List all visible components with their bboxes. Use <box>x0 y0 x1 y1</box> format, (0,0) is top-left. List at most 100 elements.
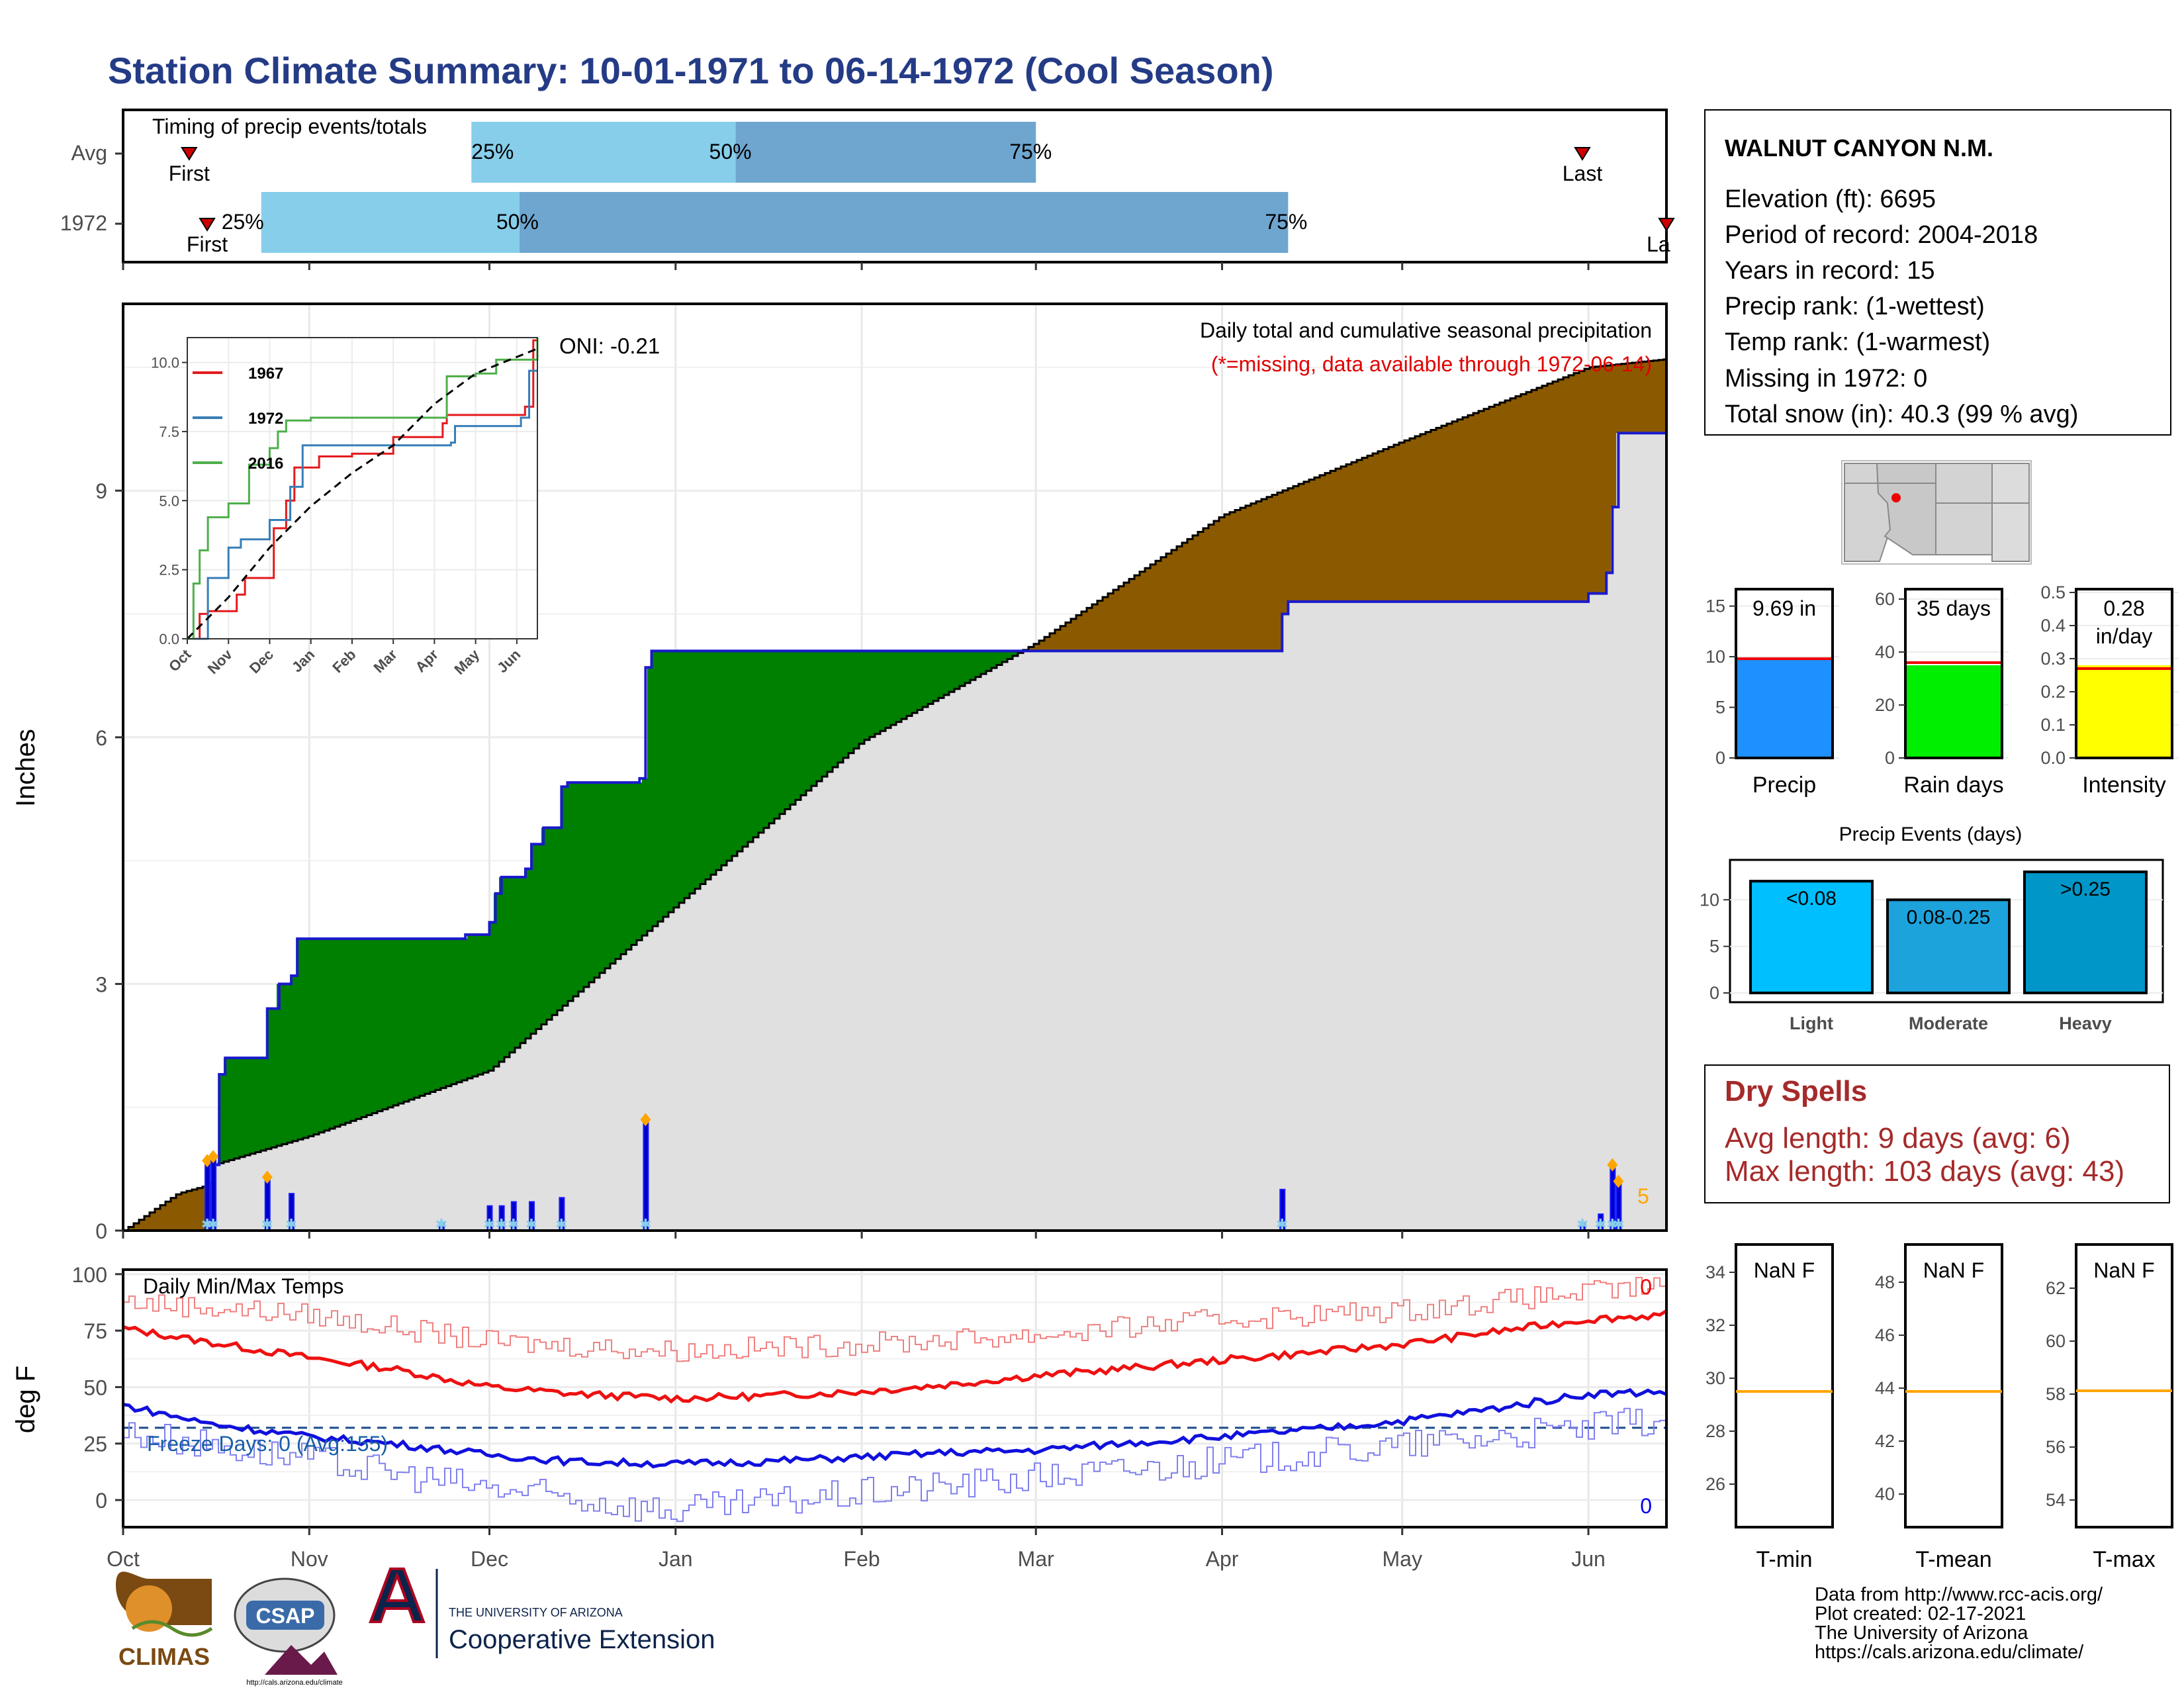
above-average-area <box>245 1058 251 1156</box>
below-average-area <box>1230 512 1236 651</box>
below-average-area <box>1288 488 1294 602</box>
below-average-area <box>1156 561 1161 651</box>
inset-frame <box>187 337 538 639</box>
below-average-area <box>1214 521 1220 651</box>
below-average-area <box>1373 453 1379 602</box>
csap-logo-url: http://cals.arizona.edu/climate <box>246 1679 343 1687</box>
gauge-value: 9.69 in <box>1752 596 1816 620</box>
snow-marker: ✱ <box>1606 1216 1618 1233</box>
last-event-label: Last <box>1563 162 1603 185</box>
below-average-area <box>1251 503 1257 651</box>
above-average-area <box>330 939 336 1129</box>
above-average-area <box>563 786 569 1006</box>
month-tick-label: Jun <box>1571 1547 1606 1571</box>
below-average-area <box>1081 611 1087 651</box>
above-average-area <box>912 651 918 714</box>
below-average-area <box>1124 583 1130 651</box>
gauge-y-tick-label: 0 <box>1715 748 1725 768</box>
above-average-area <box>414 939 420 1098</box>
above-average-area <box>383 939 388 1109</box>
above-average-area <box>780 651 786 814</box>
above-average-area <box>605 782 611 968</box>
below-average-area <box>1113 590 1119 651</box>
above-average-area <box>404 939 410 1102</box>
below-average-area <box>1489 406 1495 602</box>
first-event-marker <box>199 218 216 232</box>
above-average-area <box>817 651 823 782</box>
last-event-marker <box>1574 147 1591 161</box>
gauge-y-tick-label: 0.4 <box>2040 616 2066 635</box>
above-average-area <box>848 651 854 753</box>
below-average-area <box>1579 371 1585 602</box>
above-average-area <box>308 939 314 1137</box>
gauge-y-tick-label: 0.3 <box>2040 649 2066 669</box>
above-average-area <box>345 939 351 1123</box>
below-average-area <box>1161 557 1167 651</box>
gauge-frame <box>1904 588 2003 759</box>
temp-box-y-tick-label: 26 <box>1706 1474 1725 1494</box>
above-average-area <box>679 651 685 903</box>
below-average-area <box>171 1197 177 1231</box>
temp-box-y-tick-label: 54 <box>2046 1490 2066 1510</box>
station-info-frame <box>1704 109 2171 436</box>
below-average-area <box>1595 366 1601 594</box>
below-average-area <box>1071 618 1077 651</box>
above-average-area <box>409 939 415 1100</box>
above-average-area <box>494 893 500 1067</box>
above-average-area <box>218 1074 224 1164</box>
avg-max-line <box>122 1309 1667 1404</box>
above-average-area <box>520 876 526 1043</box>
inset-series-line <box>187 338 539 640</box>
above-average-area <box>626 782 632 950</box>
last-event-marker <box>1658 218 1675 232</box>
temp-box-label: T-mean <box>1915 1547 1991 1572</box>
below-average-area <box>1240 508 1246 651</box>
below-average-area <box>1553 381 1559 602</box>
gauge-label: Rain days <box>1903 773 2003 798</box>
above-average-area <box>637 782 643 941</box>
temp-box-y-tick-label: 32 <box>1706 1315 1725 1335</box>
above-average-area <box>478 934 484 1075</box>
snow-marker: ✱ <box>285 1216 297 1233</box>
below-average-area <box>1447 423 1453 602</box>
below-average-area <box>1325 473 1331 602</box>
below-average-area <box>1452 421 1458 602</box>
below-average-area <box>1357 459 1363 602</box>
average-cumulative-area <box>123 433 1666 1231</box>
above-average-area <box>377 939 383 1111</box>
snow-marker: ✱ <box>201 1216 213 1233</box>
first-event-marker <box>181 147 198 161</box>
inset-series-line <box>187 369 537 640</box>
below-average-area <box>1198 532 1204 651</box>
above-average-area <box>854 651 860 749</box>
below-average-area <box>1039 640 1045 651</box>
below-average-area <box>1537 387 1543 602</box>
below-average-area <box>1219 517 1225 651</box>
above-average-area <box>504 876 510 1057</box>
above-average-area <box>976 651 981 677</box>
above-average-area <box>901 651 907 720</box>
csap-logo-badge <box>246 1601 324 1630</box>
below-average-area <box>1637 362 1643 434</box>
temp-box-y-tick-label: 34 <box>1706 1262 1725 1282</box>
timing-quartile-bar-2 <box>519 192 1289 253</box>
below-average-area <box>1044 637 1050 651</box>
above-average-area <box>536 844 542 1029</box>
max-precip-dot <box>1613 1174 1624 1188</box>
below-average-area <box>1441 426 1447 602</box>
events-bar-light <box>1749 880 1874 994</box>
timing-row-label-avg: Avg <box>71 141 107 165</box>
timing-label-25: 25% <box>471 140 514 164</box>
gauge-y-tick-label: 0.0 <box>2040 748 2066 768</box>
gauge-label: Intensity <box>2082 773 2166 798</box>
above-average-area <box>700 651 706 884</box>
below-average-area <box>1277 492 1283 651</box>
timing-label-75: 75% <box>1009 140 1052 164</box>
events-x-label: Heavy <box>2059 1013 2112 1033</box>
main-y-label: Inches <box>11 729 40 807</box>
below-average-area <box>1383 449 1389 602</box>
below-average-area <box>1510 398 1516 602</box>
below-average-area <box>1362 457 1368 602</box>
below-average-area <box>192 1189 198 1231</box>
